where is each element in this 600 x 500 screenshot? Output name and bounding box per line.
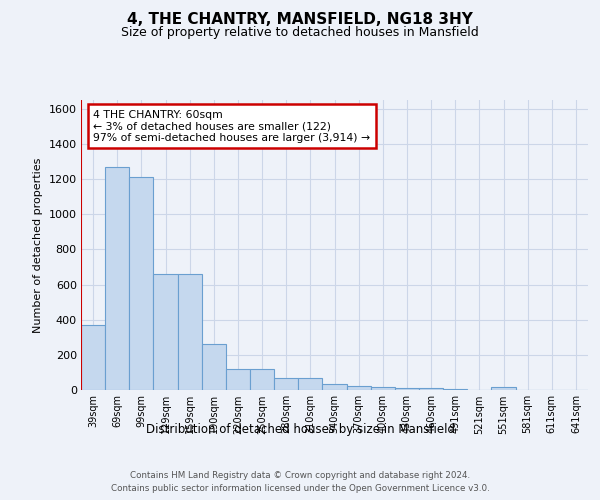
Bar	[202, 344, 226, 390]
Bar	[419, 388, 443, 390]
Bar	[105, 167, 129, 390]
Bar	[154, 274, 178, 390]
Text: Contains public sector information licensed under the Open Government Licence v3: Contains public sector information licen…	[110, 484, 490, 493]
Bar	[395, 388, 419, 390]
Bar	[178, 274, 202, 390]
Text: Contains HM Land Registry data © Crown copyright and database right 2024.: Contains HM Land Registry data © Crown c…	[130, 472, 470, 480]
Text: 4 THE CHANTRY: 60sqm
← 3% of detached houses are smaller (122)
97% of semi-detac: 4 THE CHANTRY: 60sqm ← 3% of detached ho…	[93, 110, 370, 143]
Bar	[81, 325, 105, 390]
Y-axis label: Number of detached properties: Number of detached properties	[33, 158, 43, 332]
Bar	[443, 389, 467, 390]
Bar	[491, 388, 515, 390]
Text: 4, THE CHANTRY, MANSFIELD, NG18 3HY: 4, THE CHANTRY, MANSFIELD, NG18 3HY	[127, 12, 473, 28]
Bar	[298, 378, 322, 390]
Text: Size of property relative to detached houses in Mansfield: Size of property relative to detached ho…	[121, 26, 479, 39]
Bar	[322, 384, 347, 390]
Bar	[250, 369, 274, 390]
Bar	[129, 178, 154, 390]
Bar	[347, 386, 371, 390]
Text: Distribution of detached houses by size in Mansfield: Distribution of detached houses by size …	[146, 422, 455, 436]
Bar	[226, 369, 250, 390]
Bar	[274, 378, 298, 390]
Bar	[371, 388, 395, 390]
